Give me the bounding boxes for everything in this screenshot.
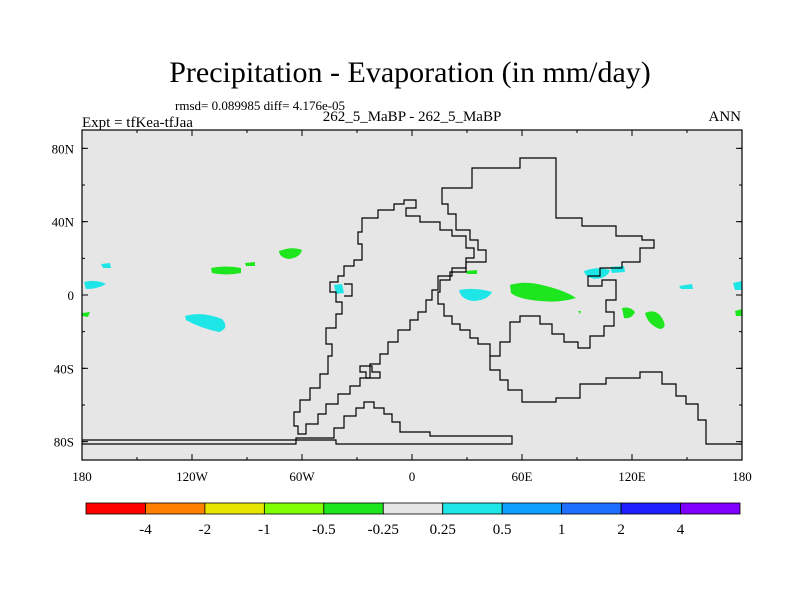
colorbar-swatch [145, 502, 206, 515]
x-tick-label: 60E [512, 469, 533, 484]
colorbar-label: 4 [677, 522, 685, 538]
anomaly-positive-region [459, 288, 492, 301]
anomaly-negative-region [82, 312, 90, 317]
anomaly-positive-region [84, 280, 106, 289]
coastline-gulf [344, 283, 353, 297]
x-tick-label: 120W [176, 469, 209, 484]
colorbar-labels: -4 -2 -1 -0.5 -0.25 0.25 0.5 1 2 4 [139, 522, 685, 538]
map-panel: 180 120W 60W 0 60E 120E 180 80N 40N 0 40S 80S [52, 129, 752, 484]
anomaly-negative-region [645, 311, 665, 329]
colorbar-label: -1 [258, 522, 271, 538]
x-tick-label: 60W [289, 469, 315, 484]
y-tick-label: 40N [52, 215, 75, 230]
anomaly-positive-region [679, 284, 693, 289]
coastline-pangea-south [489, 356, 742, 445]
x-tick-label: 180 [72, 469, 92, 484]
season-label: ANN [709, 109, 742, 125]
pe-anomaly-regions [82, 248, 742, 332]
colorbar-swatch [382, 502, 444, 515]
stats-label: rmsd= 0.089985 diff= 4.176e-05 [175, 98, 345, 113]
coastline-antarctica [82, 401, 513, 445]
anomaly-negative-region [211, 266, 241, 275]
colorbar-swatch [323, 502, 384, 515]
anomaly-negative-region [245, 262, 255, 266]
anomaly-negative-region [510, 282, 576, 302]
anomaly-negative-region [735, 309, 742, 316]
colorbar-label: 0.25 [430, 522, 456, 538]
colorbar-label: 2 [617, 522, 625, 538]
anomaly-positive-region [610, 266, 625, 273]
y-tick-label: 40S [54, 361, 74, 376]
x-tick-label: 120E [618, 469, 646, 484]
colorbar-swatch [620, 502, 681, 515]
anomaly-negative-region [466, 270, 477, 274]
colorbar-swatch [501, 502, 563, 515]
plot-title: Precipitation - Evaporation (in mm/day) [169, 56, 651, 89]
anomaly-positive-region [733, 281, 742, 290]
colorbar-label: -4 [139, 522, 152, 538]
coastline-pangea [437, 157, 655, 357]
y-tick-label: 80S [54, 435, 74, 450]
y-tick-label: 80N [52, 141, 75, 156]
experiment-label: Expt = tfKea-tfJaa [82, 115, 193, 131]
colorbar-swatch [442, 502, 503, 515]
case-label: 262_5_MaBP - 262_5_MaBP [323, 109, 502, 125]
x-tick-label: 180 [732, 469, 752, 484]
coastlines [82, 157, 742, 445]
map-background [82, 130, 742, 460]
map-tick-labels: 180 120W 60W 0 60E 120E 180 80N 40N 0 40S 80S [52, 141, 752, 484]
colorbar-swatch [204, 502, 265, 515]
colorbar-label: -0.25 [368, 522, 399, 538]
x-tick-label: 0 [409, 469, 416, 484]
coastline-americas [293, 199, 475, 435]
anomaly-positive-region [185, 314, 226, 332]
coastline-island [359, 365, 381, 379]
colorbar-label: 0.5 [493, 522, 512, 538]
anomaly-negative-region [578, 311, 581, 314]
colorbar-swatch [85, 502, 146, 515]
colorbar-swatch [561, 502, 622, 515]
colorbar-swatch [680, 502, 741, 515]
colorbar-label: 1 [558, 522, 566, 538]
colorbar [85, 502, 741, 515]
colorbar-label: -0.5 [312, 522, 336, 538]
y-tick-label: 0 [68, 288, 75, 303]
colorbar-swatch [263, 502, 325, 515]
anomaly-positive-region [101, 263, 111, 268]
map-ticks [81, 130, 743, 460]
anomaly-negative-region [279, 248, 302, 259]
anomaly-negative-region [622, 307, 635, 319]
colorbar-label: -2 [199, 522, 212, 538]
